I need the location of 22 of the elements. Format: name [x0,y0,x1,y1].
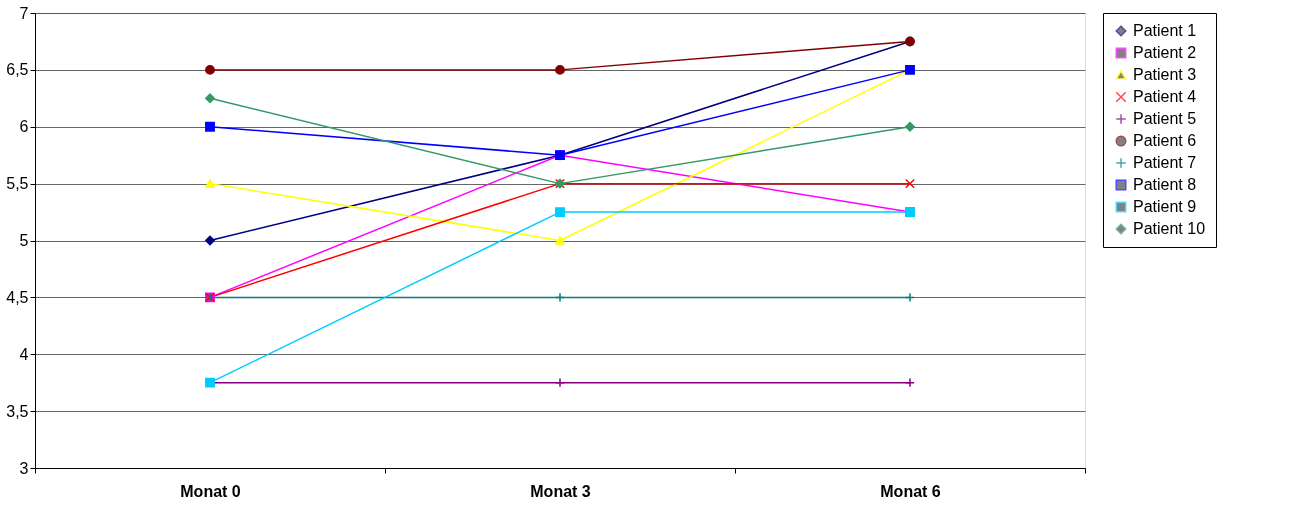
legend-label: Patient 9 [1133,198,1197,215]
legend-label: Patient 6 [1133,132,1197,149]
x-tick-label: Monat 6 [880,482,941,500]
legend-label: Patient 2 [1133,44,1197,61]
y-tick-label: 6 [19,118,29,136]
y-tick-label: 6,5 [6,61,29,79]
legend-label: Patient 3 [1133,66,1197,83]
y-tick-label: 4,5 [6,288,29,306]
y-tick-label: 3 [19,459,29,477]
legend-label: Patient 4 [1133,88,1197,105]
x-tick-label: Monat 0 [180,482,241,500]
y-tick-label: 3,5 [6,402,29,420]
legend-label: Patient 8 [1133,176,1197,193]
y-tick-label: 5,5 [6,175,29,193]
legend-label: Patient 5 [1133,110,1197,127]
legend-label: Patient 1 [1133,22,1197,39]
y-tick-label: 7 [19,4,29,22]
x-tick-label: Monat 3 [530,482,591,500]
y-tick-label: 4 [19,345,29,363]
legend-label: Patient 7 [1133,154,1197,171]
y-tick-label: 5 [19,232,29,249]
legend-label: Patient 10 [1133,220,1206,237]
